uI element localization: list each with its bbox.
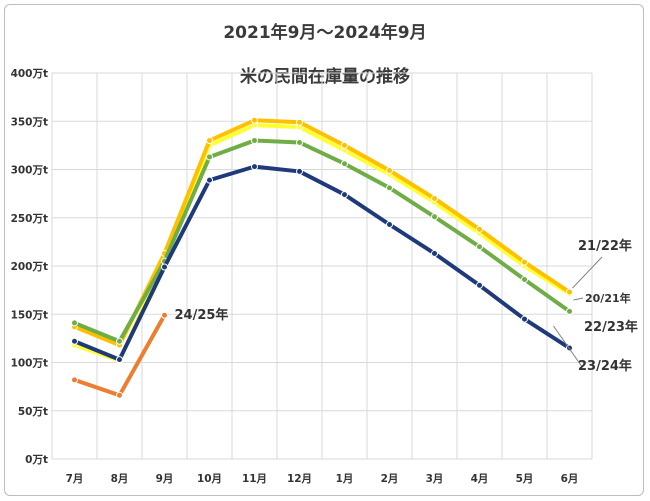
data-point: [566, 307, 573, 315]
leader-line: [573, 297, 584, 301]
series-line-23-24年: [72, 164, 572, 362]
x-tick-label: 10月: [197, 473, 222, 485]
data-point: [341, 141, 348, 149]
data-point: [71, 376, 78, 384]
data-point: [521, 276, 528, 284]
data-point: [116, 356, 123, 364]
data-point: [386, 166, 393, 174]
data-point: [116, 391, 123, 399]
x-tick-label: 11月: [242, 473, 267, 485]
data-point: [206, 153, 213, 161]
x-tick-label: 1月: [336, 473, 354, 485]
series-line-22-23年: [72, 138, 572, 344]
x-tick-label: 12月: [287, 473, 312, 485]
chart-title: 2021年9月～2024年9月: [223, 23, 427, 43]
chart-frame: [4, 4, 644, 496]
data-point: [161, 263, 168, 271]
y-tick-label: 200万t: [11, 261, 48, 273]
x-tick-label: 2月: [381, 473, 399, 485]
data-point: [71, 319, 78, 327]
data-point: [296, 138, 303, 146]
data-point: [386, 184, 393, 192]
x-tick-label: 7月: [66, 473, 84, 485]
data-point: [476, 243, 483, 251]
data-point: [206, 137, 213, 145]
data-point: [116, 337, 123, 345]
x-tick-label: 4月: [471, 473, 489, 485]
series-label: 23/24年: [578, 358, 632, 374]
leader-line: [553, 325, 582, 367]
data-point: [431, 213, 438, 221]
data-point: [251, 163, 258, 171]
data-point: [71, 337, 78, 345]
data-point: [296, 167, 303, 175]
leader-line: [572, 256, 603, 289]
series-line-21-22年: [72, 118, 572, 348]
x-tick-label: 6月: [561, 473, 579, 485]
y-tick-label: 300万t: [11, 165, 48, 177]
data-point: [386, 221, 393, 229]
data-point: [251, 137, 258, 145]
data-point: [521, 258, 528, 266]
series-label: 22/23年: [584, 319, 638, 335]
data-point: [161, 311, 168, 319]
y-tick-label: 400万t: [11, 68, 48, 80]
y-tick-label: 250万t: [11, 213, 48, 225]
data-point: [476, 281, 483, 289]
series-label: 20/21年: [585, 291, 631, 305]
x-tick-label: 9月: [156, 473, 174, 485]
x-tick-label: 5月: [516, 473, 534, 485]
data-point: [521, 315, 528, 323]
x-tick-label: 8月: [111, 473, 129, 485]
data-point: [431, 194, 438, 202]
series-label: 24/25年: [175, 307, 229, 323]
y-tick-label: 350万t: [11, 116, 48, 128]
data-point: [206, 176, 213, 184]
series-label: 21/22年: [578, 238, 632, 254]
data-point: [431, 249, 438, 257]
y-tick-label: 150万t: [11, 309, 48, 321]
x-tick-label: 3月: [426, 473, 444, 485]
data-point: [566, 288, 573, 296]
data-point: [341, 191, 348, 199]
data-point: [251, 116, 258, 124]
data-point: [341, 160, 348, 168]
data-point: [476, 225, 483, 233]
y-tick-label: 0万t: [25, 454, 48, 466]
y-tick-label: 100万t: [11, 358, 48, 370]
y-tick-label: 50万t: [18, 406, 48, 418]
data-point: [296, 118, 303, 126]
